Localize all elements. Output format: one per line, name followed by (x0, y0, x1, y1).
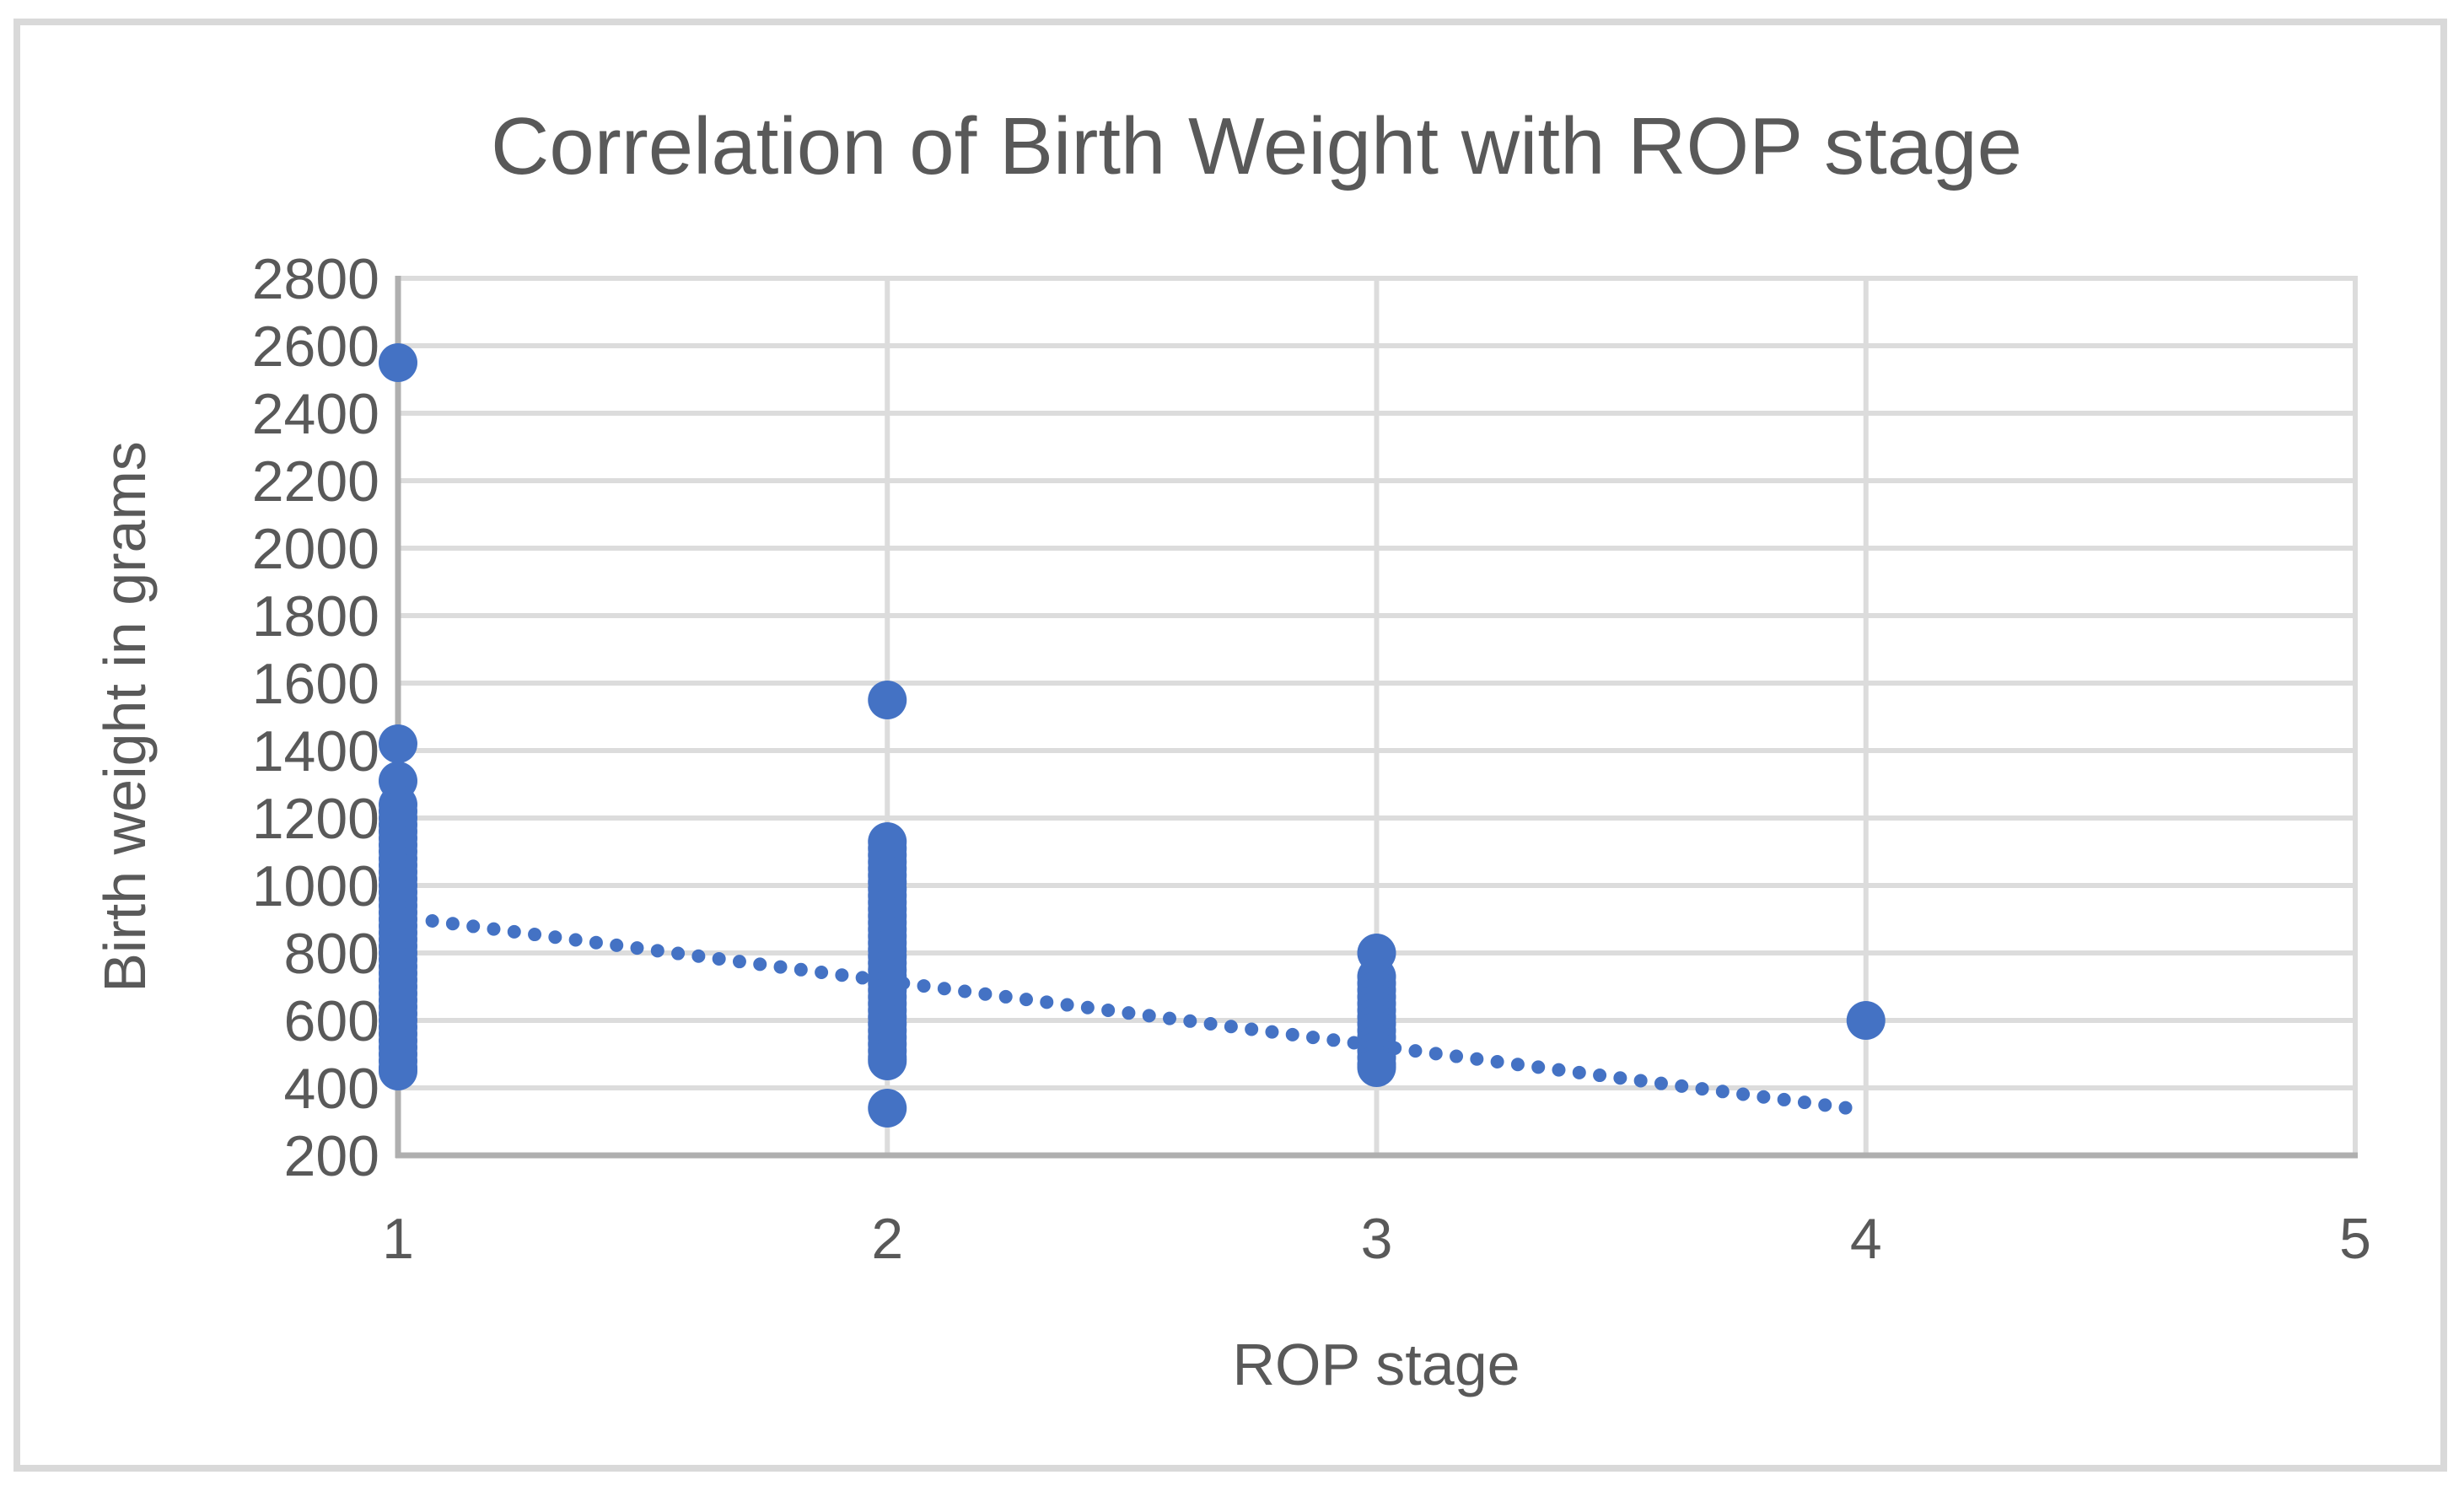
y-tick-label: 200 (284, 1124, 379, 1188)
chart-title: Correlation of Birth Weight with ROP sta… (491, 101, 2022, 191)
y-tick-label: 2400 (252, 382, 379, 446)
x-tick-label: 2 (871, 1207, 903, 1271)
x-tick-label: 4 (1850, 1207, 1882, 1271)
x-axis-title: ROP stage (1232, 1332, 1520, 1397)
y-tick-label: 1200 (252, 787, 379, 851)
y-axis-title: Birth weight in grams (92, 441, 158, 993)
trendline-dots (425, 914, 1868, 1117)
y-tick-label: 400 (284, 1057, 379, 1121)
y-axis-tick-labels: 2004006008001000120014001600180020002200… (252, 247, 379, 1188)
x-tick-label: 5 (2339, 1207, 2371, 1271)
data-point (868, 1089, 907, 1128)
scatter-points (379, 343, 1886, 1128)
data-point (379, 724, 417, 763)
y-tick-label: 2200 (252, 449, 379, 514)
x-tick-label: 3 (1361, 1207, 1393, 1271)
trendline (425, 914, 1868, 1117)
chart-outer-border (13, 19, 2447, 1472)
y-tick-label: 2800 (252, 247, 379, 311)
data-point (868, 681, 907, 719)
gridlines (398, 276, 2358, 1155)
y-tick-label: 1000 (252, 854, 379, 918)
y-tick-label: 1800 (252, 584, 379, 649)
y-tick-label: 800 (284, 922, 379, 986)
y-tick-label: 1600 (252, 652, 379, 716)
y-tick-label: 600 (284, 989, 379, 1053)
x-tick-label: 1 (382, 1207, 414, 1271)
data-point (1846, 1001, 1886, 1040)
data-point (379, 343, 417, 382)
y-tick-label: 1400 (252, 719, 379, 783)
data-point (379, 1052, 417, 1090)
data-point (1357, 1048, 1396, 1087)
data-point (868, 1042, 907, 1080)
y-tick-label: 2000 (252, 517, 379, 581)
y-tick-label: 2600 (252, 315, 379, 379)
x-axis-tick-labels: 1 2 3 4 5 (382, 1207, 2371, 1271)
